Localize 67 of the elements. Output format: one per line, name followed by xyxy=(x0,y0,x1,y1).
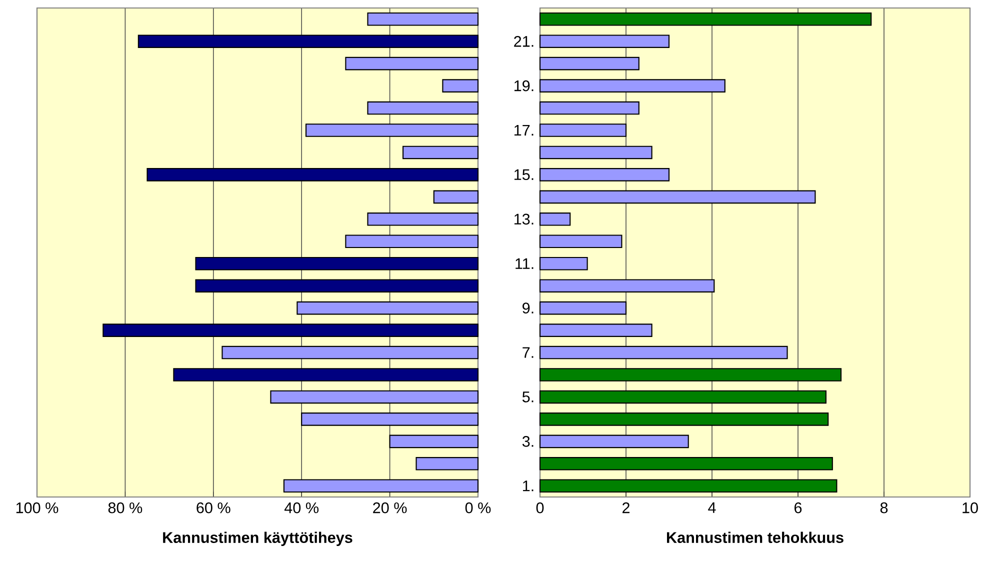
bar xyxy=(539,412,829,426)
y-tick-label: 13. xyxy=(514,214,534,225)
bar xyxy=(195,279,479,292)
bar xyxy=(539,434,689,448)
y-tick-label: 15. xyxy=(514,169,534,180)
y-tick-label: 21. xyxy=(514,36,534,47)
y-tick-label: 11. xyxy=(516,258,534,269)
bar xyxy=(222,346,479,360)
x-tick-label: 10 xyxy=(962,502,978,514)
bar xyxy=(270,390,479,404)
bar xyxy=(173,368,479,382)
x-tick-label: 8 xyxy=(880,502,888,514)
bar xyxy=(539,12,872,26)
bar xyxy=(539,390,826,404)
x-tick-label: 4 xyxy=(708,502,716,513)
bar xyxy=(433,190,479,204)
x-tick-label: 60 % xyxy=(196,502,230,514)
x-axis-title: Kannustimen käyttötiheys xyxy=(163,532,352,546)
bar xyxy=(539,79,726,92)
bar xyxy=(367,12,479,26)
bar xyxy=(195,256,479,270)
bar xyxy=(539,124,627,137)
bar xyxy=(416,457,479,470)
bar xyxy=(305,124,479,137)
x-tick-label: 0 % xyxy=(465,502,491,514)
bar xyxy=(539,457,833,470)
bar xyxy=(539,34,670,48)
bar xyxy=(345,56,479,70)
y-tick-label: 1. xyxy=(523,480,534,492)
bar xyxy=(539,256,588,270)
bar xyxy=(539,324,652,337)
bar xyxy=(296,301,479,315)
x-tick-label: 40 % xyxy=(284,502,319,514)
y-tick-label: 5. xyxy=(522,392,534,402)
y-tick-label: 3. xyxy=(522,436,534,447)
bar xyxy=(539,301,627,315)
bar xyxy=(138,34,479,48)
bar xyxy=(367,101,479,115)
bar xyxy=(367,212,479,226)
x-tick-label: 100 % xyxy=(16,502,58,514)
bar xyxy=(345,234,479,248)
bar xyxy=(539,234,622,248)
bar xyxy=(102,324,479,337)
bar xyxy=(539,346,788,360)
x-tick-label: 80 % xyxy=(108,502,142,514)
y-tick-label: 17. xyxy=(514,124,534,136)
x-tick-label: 2 xyxy=(622,502,630,514)
bar xyxy=(539,190,816,204)
bar xyxy=(301,412,479,426)
bar xyxy=(402,146,479,160)
bar xyxy=(146,168,479,182)
x-tick-label: 20 % xyxy=(373,502,407,514)
bar xyxy=(539,146,652,160)
bar xyxy=(539,368,842,382)
y-tick-label: 19. xyxy=(514,80,534,92)
bar xyxy=(442,79,479,92)
bar xyxy=(539,101,640,115)
bar xyxy=(389,434,479,448)
y-tick-label: 9. xyxy=(522,302,534,314)
bar xyxy=(539,168,670,182)
bar xyxy=(539,279,715,292)
x-axis-title: Kannustimen tehokkuus xyxy=(667,532,844,543)
x-tick-label: 6 xyxy=(794,502,802,514)
bar xyxy=(539,56,640,70)
bar xyxy=(539,212,571,226)
y-tick-label: 7. xyxy=(522,347,534,358)
x-tick-label: 0 xyxy=(536,502,544,514)
